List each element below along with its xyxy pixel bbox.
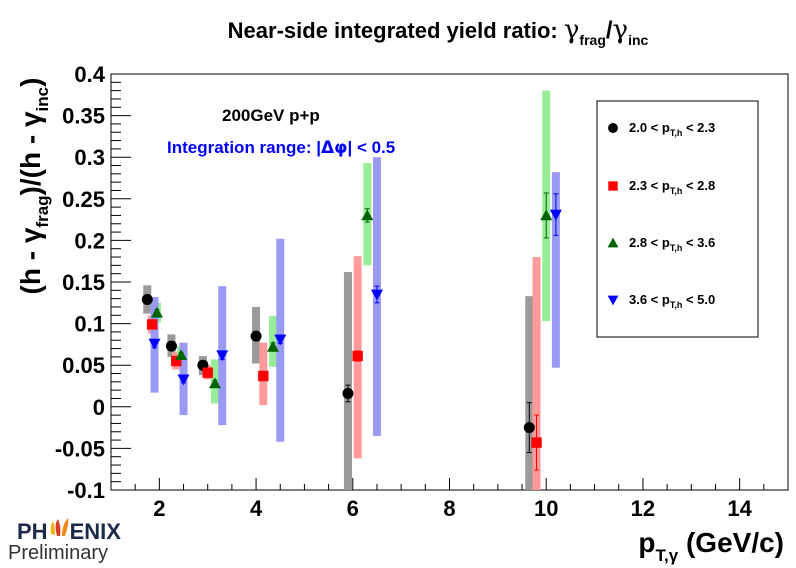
y-tick-label: 0.15: [62, 270, 105, 295]
legend-marker: [607, 295, 619, 306]
legend-marker: [608, 181, 618, 191]
annotation-system: 200GeV p+p: [222, 106, 320, 125]
data-point: [141, 293, 153, 305]
data-point: [177, 374, 190, 386]
y-tick-label: 0.2: [74, 228, 105, 253]
data-markers: [141, 209, 562, 448]
sys-band: [343, 272, 352, 490]
legend-marker: [607, 237, 619, 248]
data-point: [175, 349, 188, 361]
data-point: [266, 340, 279, 352]
y-tick-label: -0.05: [55, 436, 105, 461]
y-tick-label: 0.05: [62, 353, 105, 378]
data-point: [150, 306, 163, 318]
data-point: [258, 370, 269, 382]
data-point: [165, 340, 177, 352]
y-tick-label: 0.1: [74, 312, 105, 337]
x-tick-label: 6: [347, 496, 359, 521]
y-tick-label: 0: [93, 395, 105, 420]
x-tick-label: 14: [727, 496, 752, 521]
data-point: [540, 209, 553, 221]
x-tick-label: 10: [534, 496, 558, 521]
y-tick-label: 0.35: [62, 104, 105, 129]
y-axis-label: (h - γfrag)/(h - γinc): [15, 78, 52, 295]
data-point: [370, 289, 383, 301]
x-tick-label: 4: [250, 496, 263, 521]
annotation-range: Integration range: |Δφ| < 0.5: [167, 138, 395, 158]
phenix-logo: PH ENIX Preliminary: [8, 518, 121, 564]
sys-band: [525, 296, 534, 490]
legend-label: 2.3 < pT,h < 2.8: [629, 178, 715, 196]
y-tick-label: -0.1: [67, 478, 105, 503]
data-point: [549, 209, 562, 221]
y-tick-label: 0.3: [74, 145, 105, 170]
logo-brand-post: ENIX: [70, 519, 122, 544]
data-point: [148, 338, 161, 350]
data-point: [216, 350, 229, 362]
data-point: [274, 334, 287, 346]
x-axis: 2 4 6 8 10 12 14: [110, 478, 789, 521]
legend-label: 3.6 < pT,h < 5.0: [629, 292, 715, 310]
y-tick-label: 0.4: [74, 62, 105, 87]
data-point: [171, 355, 182, 367]
legend: 2.0 < pT,h < 2.3 2.3 < pT,h < 2.8 2.8 < pT…: [596, 100, 759, 338]
phoenix-bird-icon: [50, 518, 69, 536]
sys-band: [532, 257, 541, 490]
legend-label: 2.0 < pT,h < 2.3: [629, 120, 715, 138]
x-tick-label: 2: [153, 496, 165, 521]
logo-status: Preliminary: [8, 542, 108, 564]
data-point: [250, 330, 262, 342]
data-point: [523, 422, 535, 434]
data-point: [202, 367, 213, 378]
y-axis: -0.1 -0.05 0 0.05 0.1 0.15 0.2 0.25 0.3 0.35 0.4: [55, 62, 131, 503]
y-tick-label: 0.25: [62, 187, 105, 212]
logo-brand-pre: PH: [17, 519, 48, 544]
x-tick-label: 12: [631, 496, 655, 521]
data-point: [146, 319, 158, 330]
x-tick-label: 8: [443, 496, 455, 521]
x-axis-label: pT,γ (GeV/c): [638, 527, 784, 565]
sys-band: [551, 172, 560, 368]
data-point: [361, 209, 374, 221]
data-point: [531, 437, 542, 448]
chart-title: Near-side integrated yield ratio: γfrag/…: [228, 15, 649, 48]
legend-label: 2.8 < pT,h < 3.6: [629, 235, 715, 253]
data-point: [342, 387, 354, 399]
data-point: [352, 350, 363, 362]
legend-marker: [608, 123, 618, 133]
data-point: [208, 377, 221, 389]
